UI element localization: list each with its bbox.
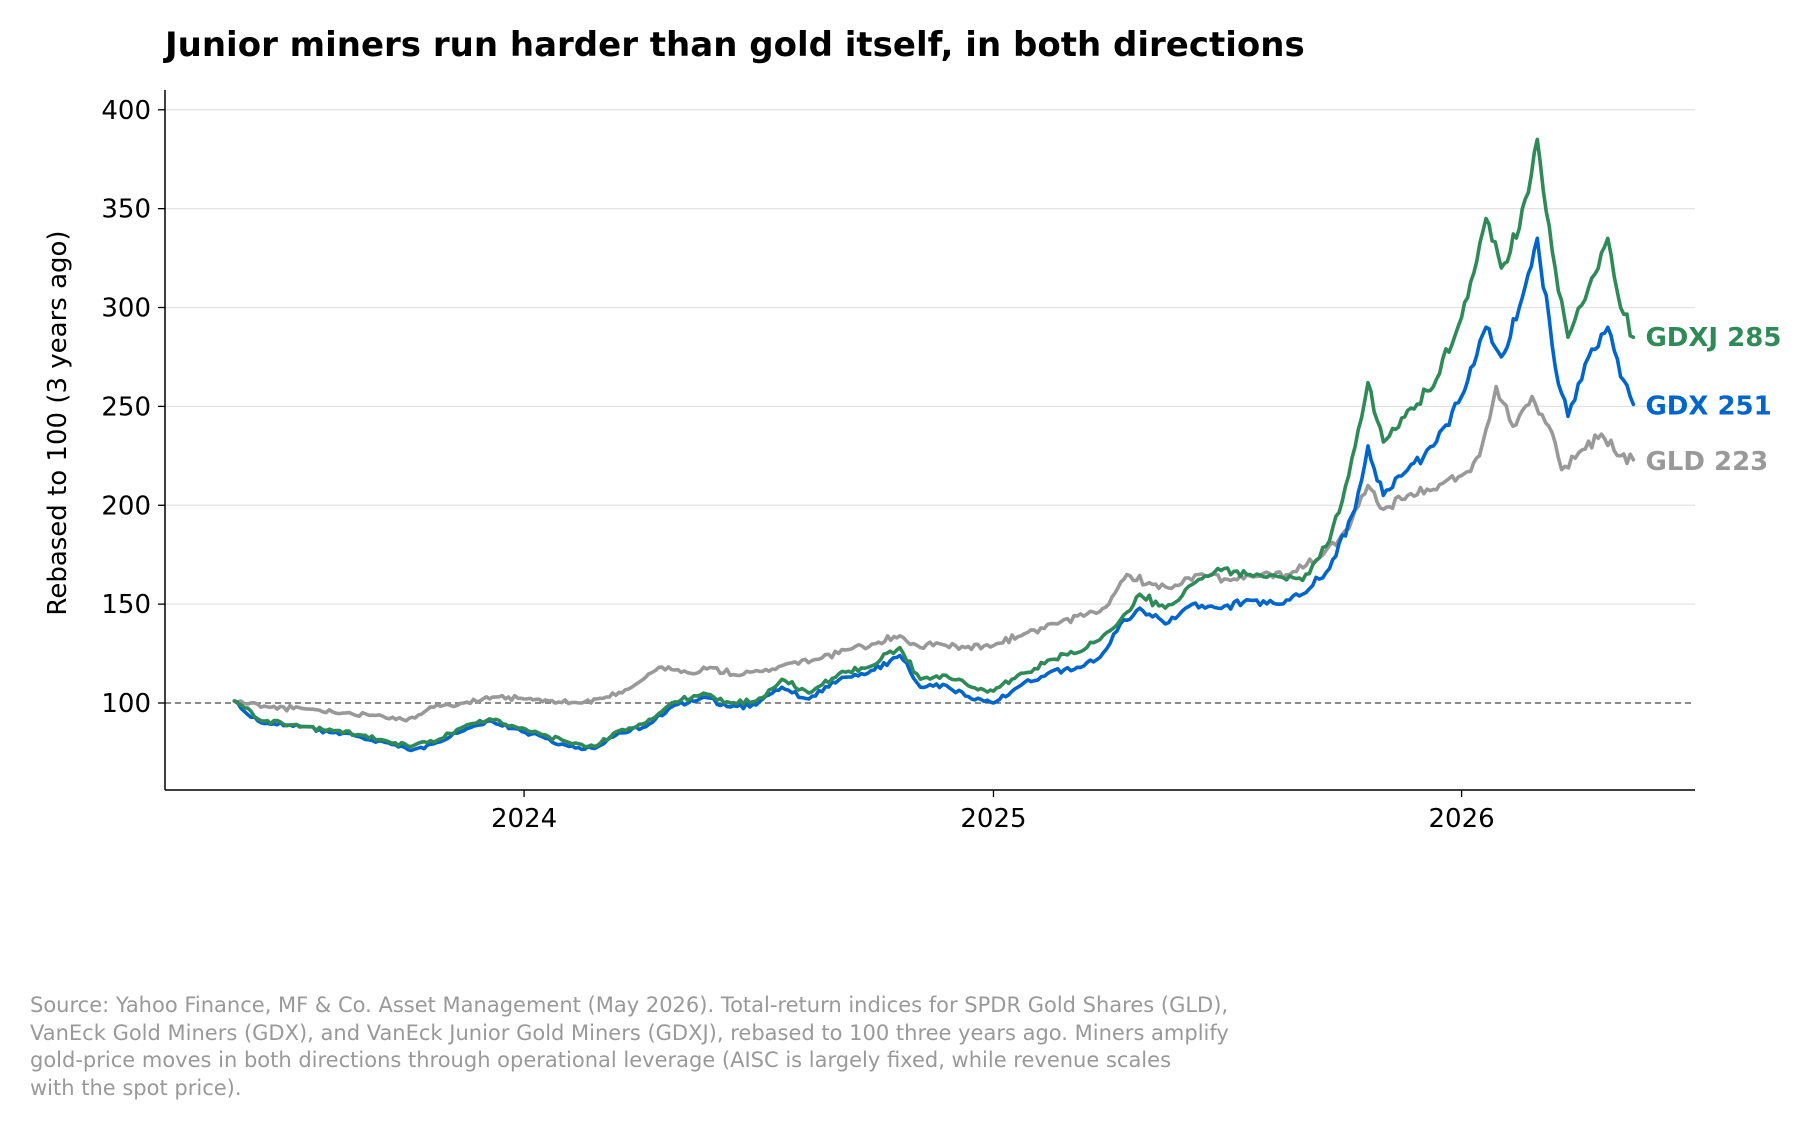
x-tick-label: 2025 (960, 804, 1026, 834)
chart-title: Junior miners run harder than gold itsel… (163, 25, 1305, 65)
source-footnote: Source: Yahoo Finance, MF & Co. Asset Ma… (30, 992, 1450, 1102)
y-tick-label: 250 (101, 392, 151, 422)
series-line-gdxj (232, 137, 1636, 749)
end-label-gld: GLD 223 (1645, 447, 1768, 477)
series-line-gld (232, 384, 1636, 723)
series-lines (232, 137, 1636, 753)
y-tick-label: 200 (101, 491, 151, 521)
series-line-gdx (232, 236, 1636, 753)
y-tick-label: 350 (101, 195, 151, 225)
end-label-gdxj: GDXJ 285 (1645, 323, 1781, 353)
x-tick-label: 2024 (491, 804, 557, 834)
axes: 100 150 200 250 300 350 400 2024 2025 2026 (101, 90, 1695, 834)
series-end-labels: GLD 223 GDX 251 GDXJ 285 (1645, 323, 1781, 477)
y-tick-label: 150 (101, 590, 151, 620)
x-tick-label: 2026 (1429, 804, 1495, 834)
end-label-gdx: GDX 251 (1645, 391, 1771, 421)
footnote-line: Source: Yahoo Finance, MF & Co. Asset Ma… (30, 993, 1229, 1017)
y-tick-label: 100 (101, 689, 151, 719)
y-tick-label: 400 (101, 96, 151, 126)
y-tick-label: 300 (101, 294, 151, 324)
footnote-line: VanEck Gold Miners (GDX), and VanEck Jun… (30, 1020, 1229, 1045)
footnote-line: gold-price moves in both directions thro… (30, 1048, 1172, 1072)
footnote-line: with the spot price). (30, 1075, 242, 1100)
y-axis-label: Rebased to 100 (3 years ago) (43, 230, 73, 615)
gridlines (165, 109, 1695, 605)
